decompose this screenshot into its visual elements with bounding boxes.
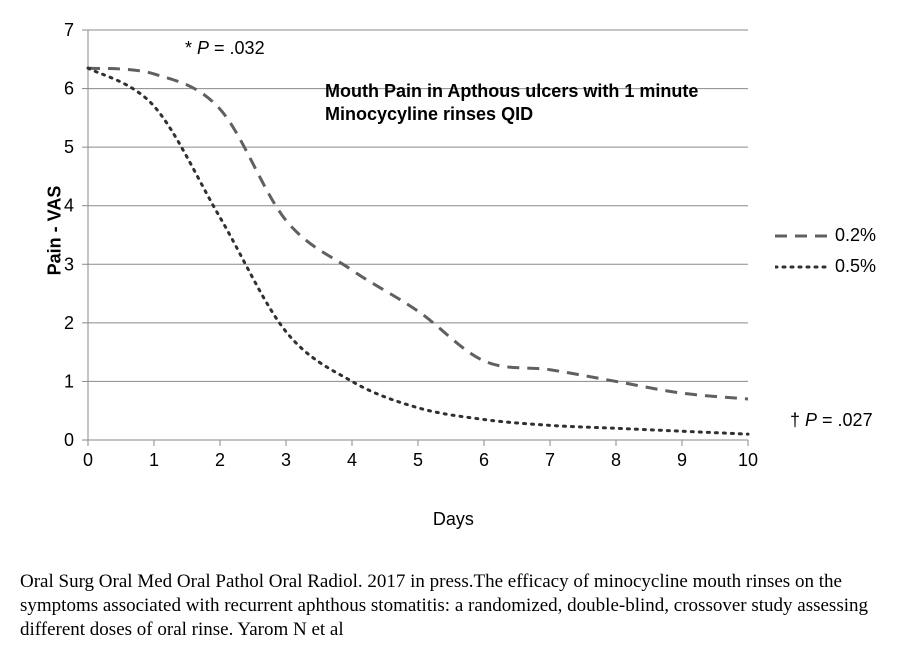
legend-item: 0.5% (775, 256, 876, 277)
svg-text:4: 4 (347, 450, 357, 470)
legend-label: 0.5% (835, 256, 876, 277)
svg-text:2: 2 (215, 450, 225, 470)
svg-text:0: 0 (64, 430, 74, 450)
legend-item: 0.2% (775, 225, 876, 246)
p-value-bottom: † P = .027 (790, 410, 873, 431)
legend: 0.2% 0.5% (775, 215, 876, 287)
legend-swatch-dashed (775, 227, 827, 245)
svg-text:9: 9 (677, 450, 687, 470)
legend-swatch-dotted (775, 258, 827, 276)
svg-text:8: 8 (611, 450, 621, 470)
p-value-top: * P = .032 (185, 38, 265, 59)
p-top-value: = .032 (209, 38, 265, 58)
svg-text:6: 6 (64, 79, 74, 99)
svg-text:7: 7 (64, 20, 74, 40)
svg-text:1: 1 (64, 371, 74, 391)
p-bottom-value: = .027 (817, 410, 873, 430)
svg-text:1: 1 (149, 450, 159, 470)
svg-text:7: 7 (545, 450, 555, 470)
svg-text:2: 2 (64, 313, 74, 333)
chart-subtitle: Mouth Pain in Apthous ulcers with 1 minu… (325, 80, 805, 125)
svg-text:6: 6 (479, 450, 489, 470)
p-bottom-P: P (805, 410, 817, 430)
chart-container: 01234567012345678910 Pain - VAS Days * P… (20, 20, 895, 520)
svg-text:0: 0 (83, 450, 93, 470)
svg-text:5: 5 (64, 137, 74, 157)
citation-text: Oral Surg Oral Med Oral Pathol Oral Radi… (20, 570, 900, 641)
p-bottom-prefix: † (790, 410, 805, 430)
svg-text:3: 3 (64, 254, 74, 274)
svg-text:5: 5 (413, 450, 423, 470)
svg-text:10: 10 (738, 450, 758, 470)
svg-text:3: 3 (281, 450, 291, 470)
svg-text:4: 4 (64, 196, 74, 216)
y-axis-label: Pain - VAS (44, 186, 65, 276)
x-axis-label: Days (433, 509, 474, 530)
legend-label: 0.2% (835, 225, 876, 246)
p-top-prefix: * (185, 38, 197, 58)
p-top-P: P (197, 38, 209, 58)
